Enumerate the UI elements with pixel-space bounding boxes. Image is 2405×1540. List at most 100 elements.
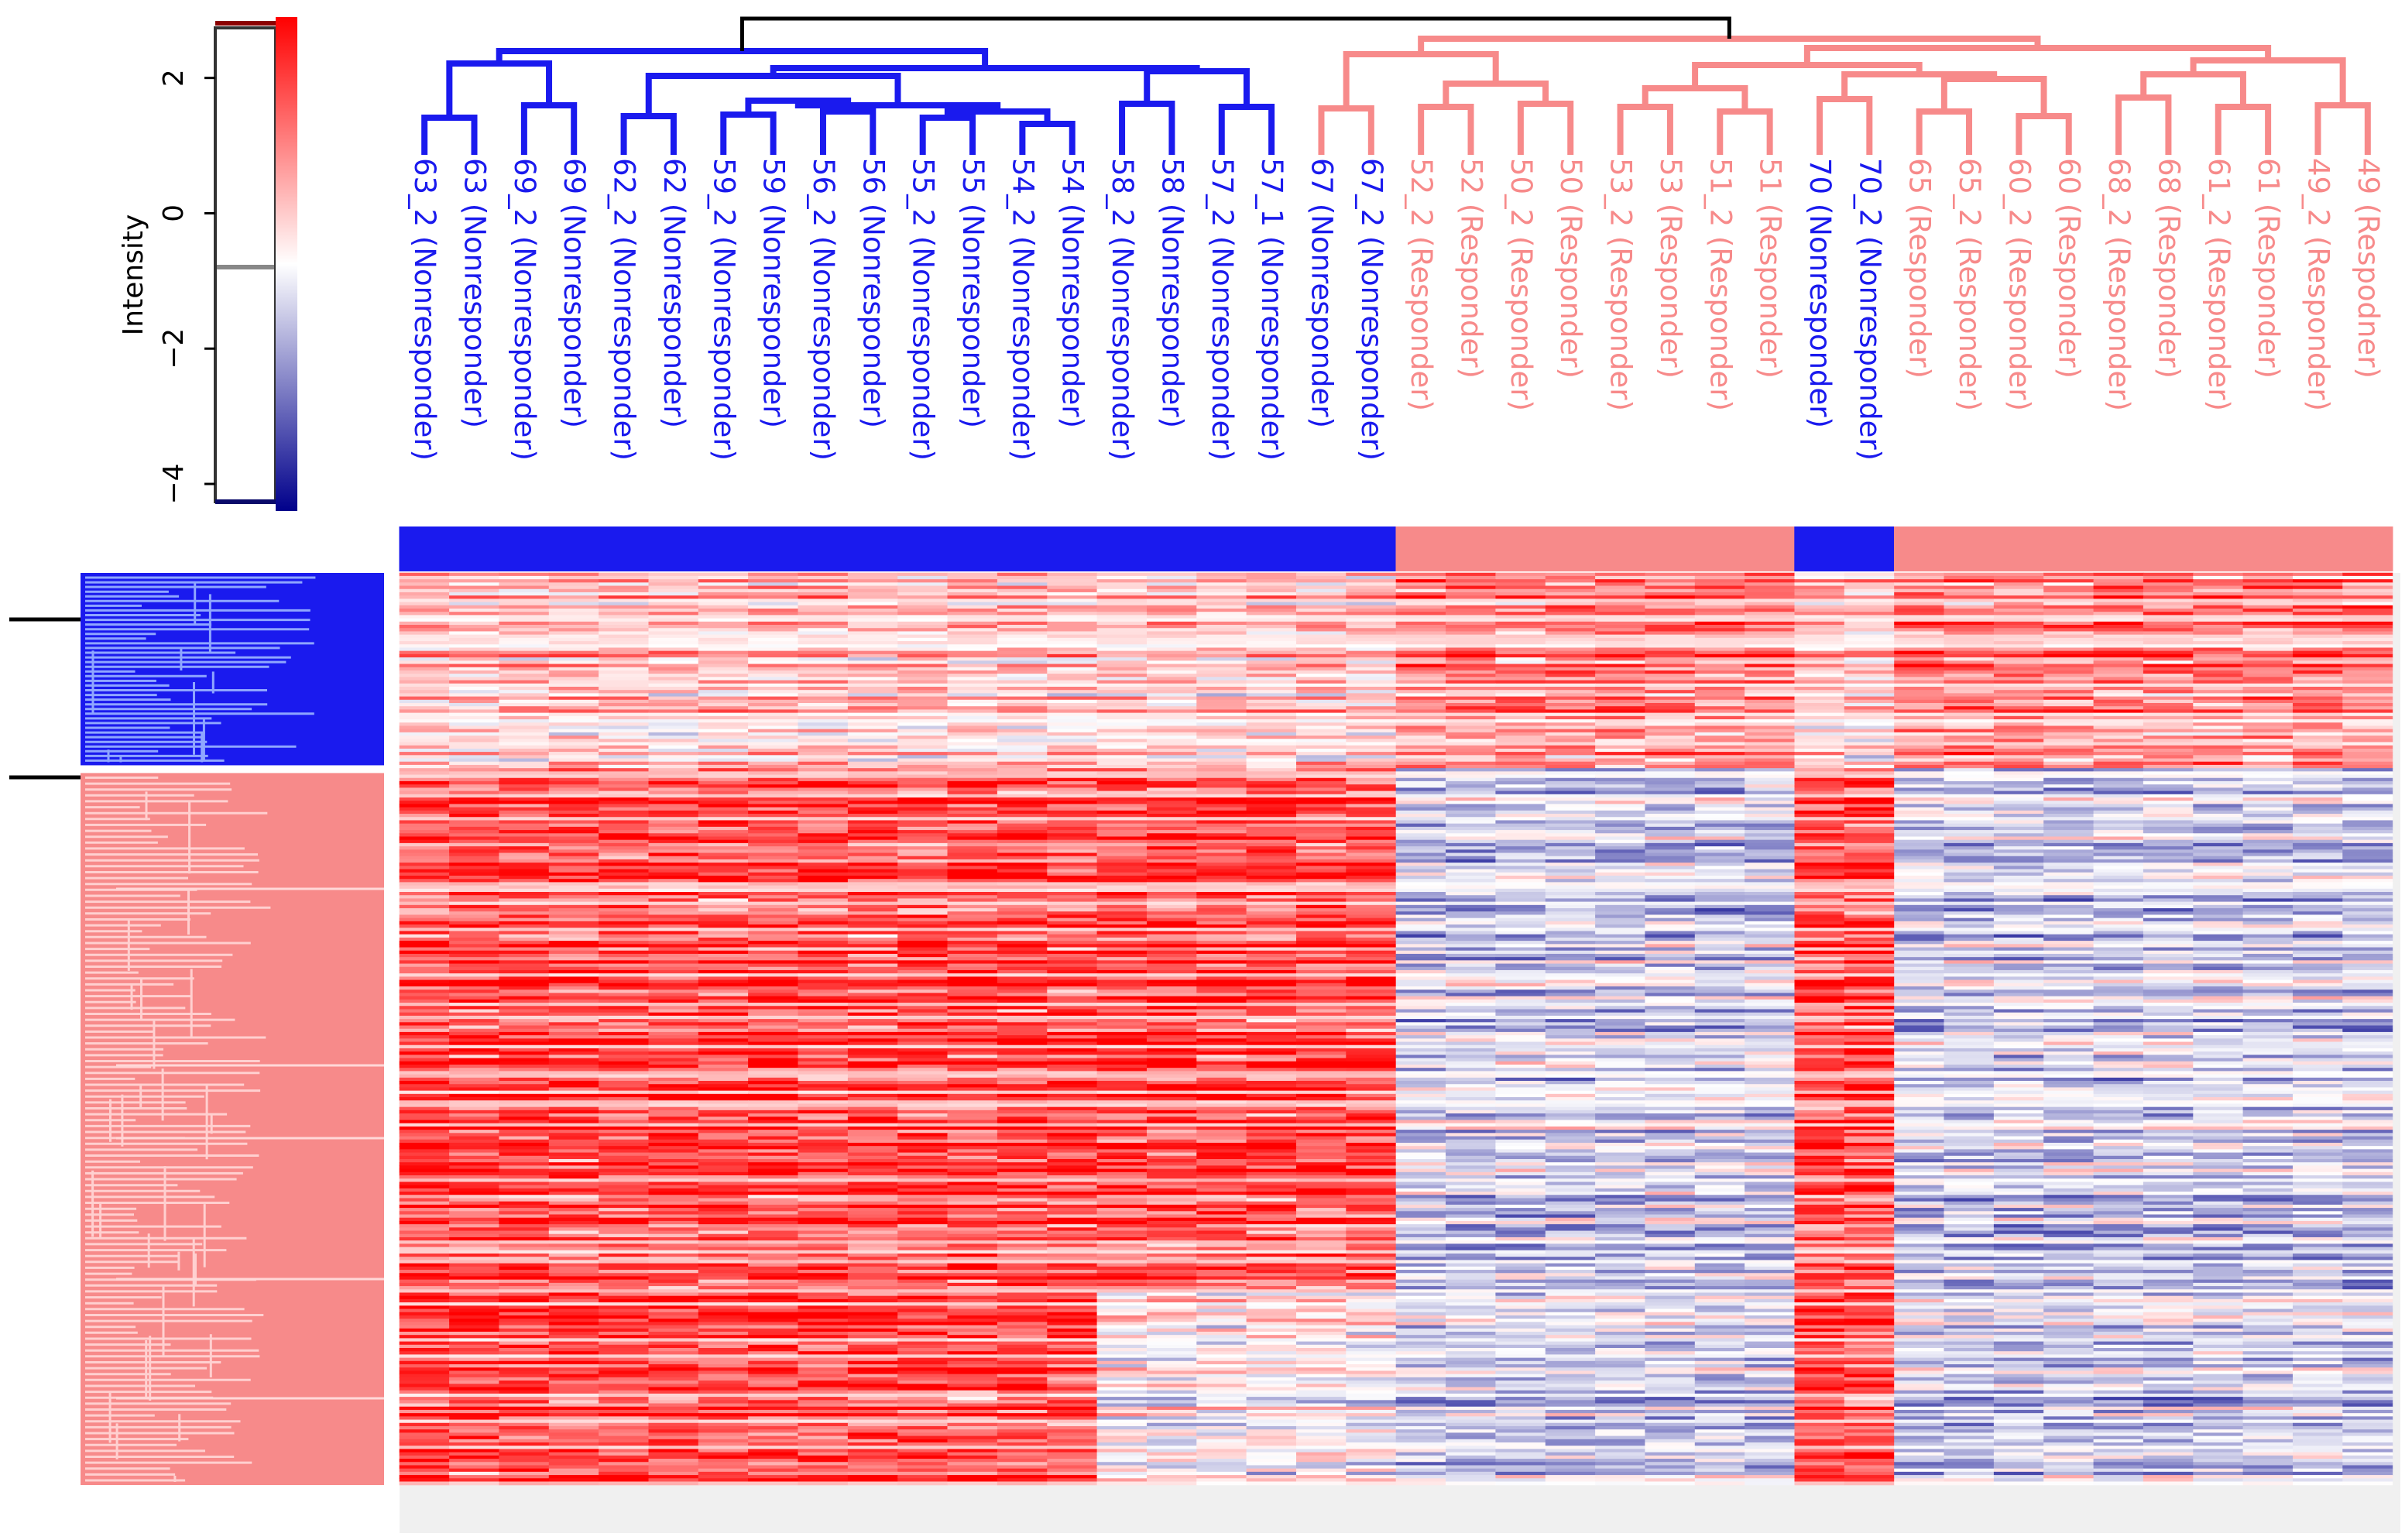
heatmap-cell	[449, 839, 499, 844]
heatmap-cell	[1446, 690, 1496, 694]
heatmap-cell	[2293, 592, 2343, 596]
group-bar-segment	[1794, 526, 1845, 571]
heatmap-cell	[1545, 810, 1596, 815]
heatmap-cell	[798, 660, 849, 665]
heatmap-cell	[698, 670, 749, 674]
heatmap-cell	[648, 702, 699, 707]
heatmap-cell	[1694, 739, 1745, 743]
heatmap-cell	[2093, 928, 2144, 932]
heatmap-cell	[449, 859, 499, 863]
heatmap-cell	[1346, 706, 1397, 710]
heatmap-cell	[2093, 794, 2144, 798]
heatmap-cell	[1346, 582, 1397, 587]
heatmap-cell	[997, 653, 1048, 658]
heatmap-cell	[2293, 892, 2343, 896]
heatmap-cell	[2242, 856, 2293, 860]
heatmap-cell	[1246, 572, 1297, 577]
heatmap-cell	[897, 575, 949, 580]
heatmap-cell	[1446, 941, 1496, 945]
heatmap-cell	[2242, 882, 2293, 887]
heatmap-cell	[399, 898, 450, 903]
heatmap-cell	[2193, 869, 2244, 873]
heatmap-cell	[1296, 901, 1347, 906]
heatmap-cell	[2342, 615, 2393, 619]
heatmap-cell	[1894, 615, 1945, 619]
heatmap-cell	[2043, 595, 2095, 599]
heatmap-cell	[1595, 895, 1645, 900]
heatmap-cell	[1047, 641, 1098, 645]
heatmap-cell	[648, 742, 699, 746]
heatmap-cell	[1844, 771, 1895, 776]
heatmap-cell	[897, 804, 949, 808]
heatmap-cell	[847, 911, 898, 916]
heatmap-cell	[1346, 625, 1397, 629]
heatmap-cell	[1545, 625, 1596, 629]
heatmap-cell	[1794, 657, 1845, 661]
heatmap-cell	[548, 898, 599, 903]
heatmap-cell	[648, 588, 699, 593]
heatmap-cell	[1545, 780, 1596, 785]
heatmap-cell	[399, 921, 450, 925]
heatmap-cell	[2342, 839, 2393, 844]
heatmap-cell	[1694, 748, 1745, 753]
heatmap-cell	[2193, 602, 2244, 606]
heatmap-cell	[599, 599, 649, 603]
heatmap-cell	[798, 605, 849, 609]
heatmap-cell	[1993, 777, 2044, 782]
heatmap-cell	[648, 794, 699, 798]
heatmap-cell	[499, 921, 550, 925]
heatmap-cell	[1047, 588, 1098, 593]
heatmap-cell	[2043, 618, 2095, 623]
group-bar-segment	[1295, 526, 1347, 571]
heatmap-cell	[2043, 575, 2095, 580]
heatmap-cell	[1645, 784, 1696, 788]
heatmap-cell	[2242, 768, 2293, 772]
heatmap-cell	[1545, 823, 1596, 828]
heatmap-cell	[1446, 826, 1496, 831]
heatmap-cell	[548, 680, 599, 684]
heatmap-cell	[2043, 852, 2095, 857]
heatmap-cell	[548, 582, 599, 587]
heatmap-cell	[1096, 657, 1148, 661]
heatmap-cell	[2143, 670, 2194, 674]
heatmap-cell	[1346, 901, 1397, 906]
heatmap-cell	[599, 592, 649, 596]
heatmap-cell	[2143, 953, 2194, 958]
heatmap-cell	[499, 755, 550, 760]
heatmap-cell	[1047, 849, 1098, 854]
heatmap-cell	[698, 683, 749, 688]
heatmap-cell	[648, 585, 699, 590]
heatmap-cell	[947, 618, 998, 623]
heatmap-cell	[1595, 764, 1645, 769]
heatmap-cell	[2242, 670, 2293, 674]
heatmap-cell	[2093, 836, 2144, 841]
heatmap-cell	[1495, 608, 1546, 612]
heatmap-cell	[1844, 931, 1895, 935]
heatmap-cell	[997, 892, 1048, 896]
heatmap-cell	[1395, 869, 1446, 873]
heatmap-cell	[2293, 928, 2343, 932]
heatmap-cell	[947, 712, 998, 717]
heatmap-cell	[1495, 901, 1546, 906]
heatmap-cell	[1296, 582, 1347, 587]
heatmap-cell	[648, 599, 699, 603]
heatmap-cell	[2193, 833, 2244, 838]
heatmap-cell	[1147, 768, 1197, 772]
heatmap-cell	[1993, 801, 2044, 805]
heatmap-cell	[1694, 928, 1745, 932]
heatmap-cell	[2043, 888, 2095, 893]
heatmap-cell	[2143, 807, 2194, 811]
heatmap-cell	[1346, 579, 1397, 583]
heatmap-cell	[1645, 895, 1696, 900]
heatmap-cell	[648, 947, 699, 952]
heatmap-cell	[1745, 814, 1795, 818]
heatmap-cell	[798, 670, 849, 674]
heatmap-cell	[698, 631, 749, 636]
heatmap-cell	[548, 901, 599, 906]
heatmap-cell	[1694, 797, 1745, 801]
heatmap-cell	[2143, 748, 2194, 753]
heatmap-cell	[1694, 947, 1745, 952]
heatmap-cell	[1745, 599, 1795, 603]
heatmap-cell	[2293, 715, 2343, 720]
heatmap-cell	[847, 572, 898, 577]
